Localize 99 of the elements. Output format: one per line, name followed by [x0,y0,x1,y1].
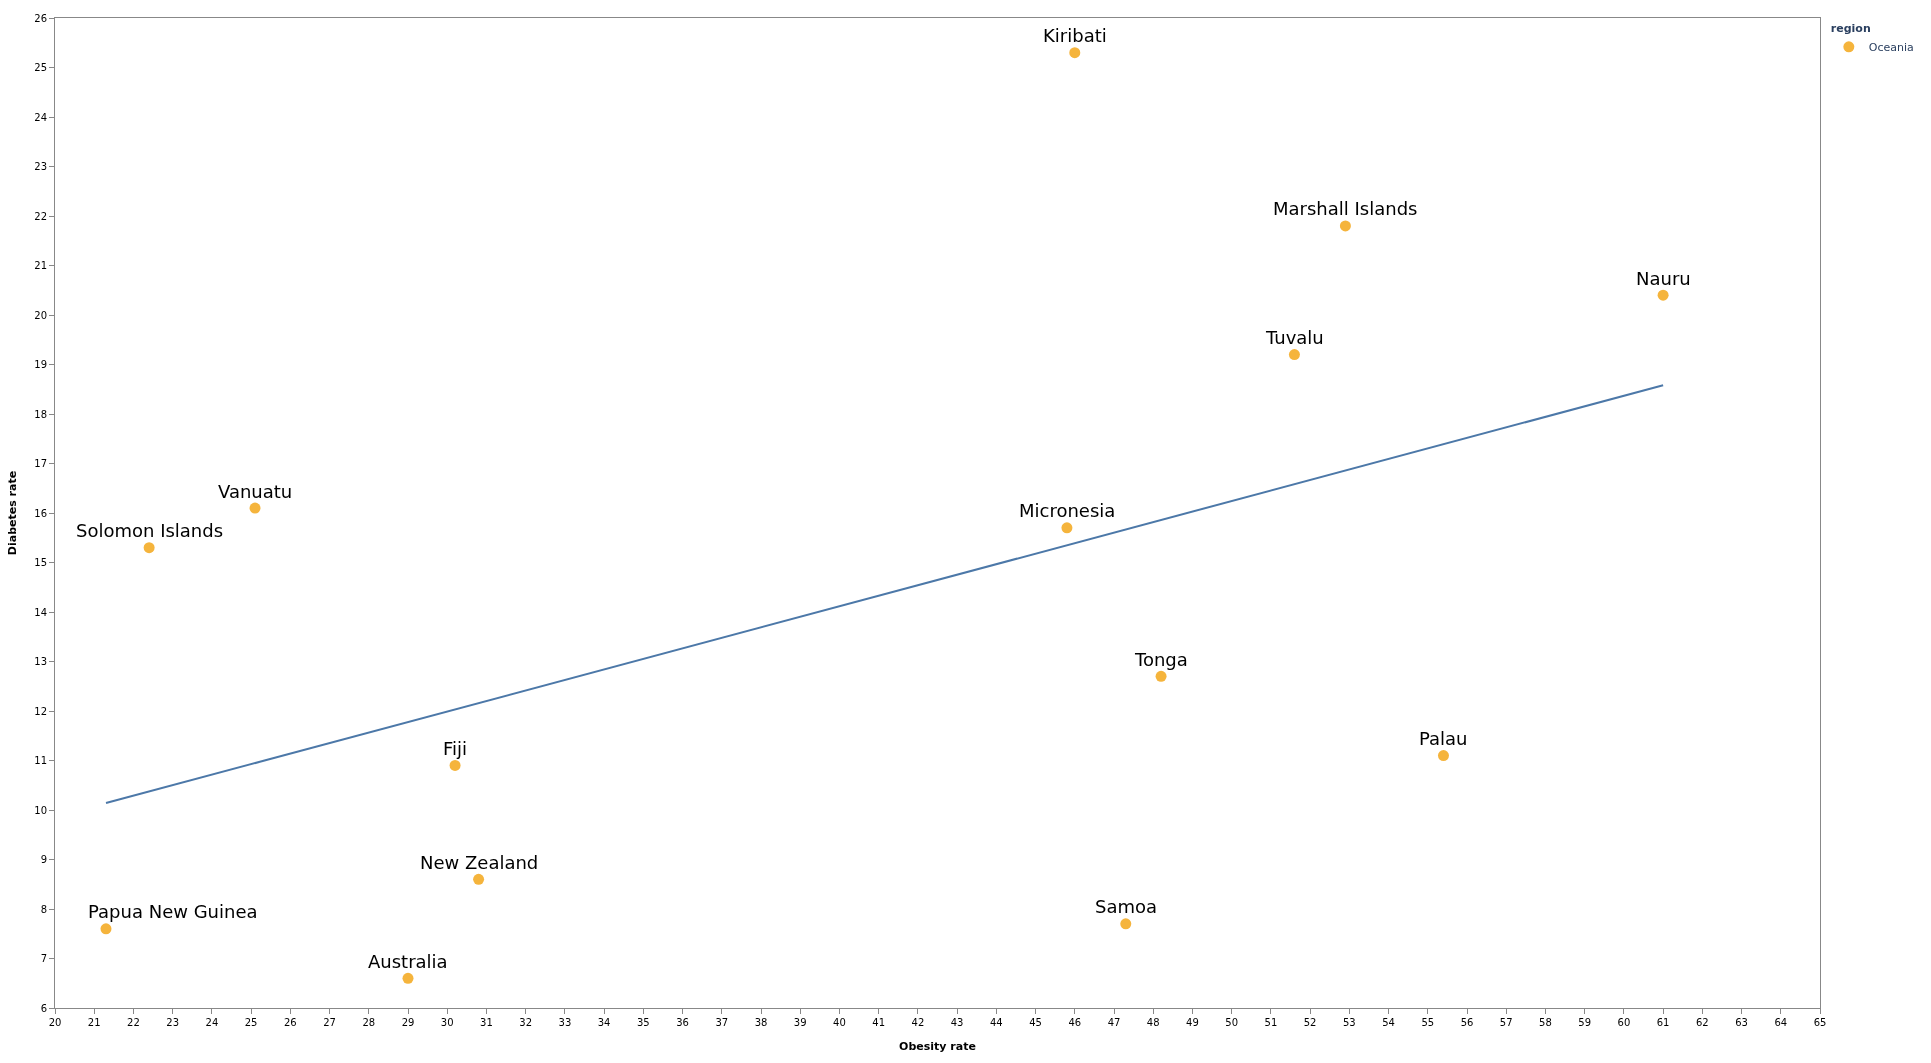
x-tick-label: 64 [1774,1017,1788,1028]
y-tick-label: 17 [34,458,47,469]
x-tick-label: 46 [1068,1017,1082,1028]
point [1069,47,1081,59]
x-tick-label: 28 [362,1017,376,1028]
annotation: Papua New Guinea [88,901,258,922]
y-tick-label: 6 [40,1002,47,1014]
x-tick-label: 45 [1029,1017,1042,1028]
annotation: Solomon Islands [76,520,224,541]
point [1339,220,1351,232]
y-tick-label: 12 [34,705,47,717]
y-tick-label: 19 [34,359,47,370]
x-tick-label: 57 [1499,1017,1513,1028]
point [1155,670,1167,682]
x-tick-label: 55 [1421,1017,1435,1028]
annotation: Nauru [1636,268,1691,289]
y-tick-label: 21 [34,260,47,271]
x-tick-label: 24 [205,1017,219,1028]
x-tick-label: 65 [1813,1017,1827,1028]
point [402,972,414,984]
point [449,759,461,771]
x-tick-label: 52 [1303,1017,1317,1028]
y-tick-label: 15 [34,557,47,568]
y-tick-label: 14 [34,606,47,618]
x-tick-label: 43 [950,1017,964,1028]
y-tick-label: 24 [34,111,47,123]
x-tick-label: 63 [1735,1017,1748,1028]
y-tick-label: 23 [34,161,47,172]
x-tick-label: 41 [872,1017,886,1028]
annotation: Marshall Islands [1273,198,1418,219]
x-tick-label: 58 [1539,1017,1552,1028]
point [1437,750,1449,762]
x-tick-label: 21 [87,1017,101,1028]
point [100,923,112,935]
x-axis-title: Obesity rate [899,1040,976,1054]
annotation: New Zealand [420,852,539,873]
x-tick-label: 27 [323,1017,336,1028]
x-tick-label: 62 [1695,1017,1709,1028]
x-tick-label: 38 [754,1017,768,1028]
y-tick-label: 22 [34,210,47,222]
y-axis-title: Diabetes rate [5,470,19,556]
point [249,502,261,514]
x-tick-label: 49 [1186,1017,1199,1028]
x-tick-label: 36 [676,1017,689,1028]
y-tick-label: 25 [34,62,47,73]
annotation: Tuvalu [1265,327,1324,348]
x-tick-label: 61 [1656,1017,1670,1028]
x-tick-label: 26 [283,1017,297,1028]
x-tick-label: 59 [1578,1017,1592,1028]
annotation: Palau [1419,728,1468,749]
x-tick-label: 37 [715,1017,729,1028]
annotation: Australia [368,951,448,972]
point [143,542,155,554]
point [1288,349,1300,361]
y-tick-label: 18 [34,408,47,420]
y-tick-label: 16 [34,507,47,519]
y-tick-label: 11 [34,755,47,766]
y-tick-label: 20 [34,309,47,321]
point [1120,918,1132,930]
x-tick-label: 44 [989,1017,1003,1028]
point [1657,289,1669,301]
x-tick-label: 20 [48,1017,62,1028]
legend-label: Oceania [1868,41,1914,55]
y-tick-label: 7 [40,953,47,964]
x-tick-label: 39 [793,1017,807,1028]
legend-title: region [1830,22,1871,36]
x-tick-label: 60 [1617,1017,1631,1028]
x-tick-label: 48 [1146,1017,1160,1028]
annotation: Kiribati [1043,25,1107,46]
x-tick-label: 51 [1264,1017,1278,1028]
point [473,873,485,885]
x-tick-label: 33 [558,1017,572,1028]
x-tick-label: 40 [833,1017,846,1028]
annotation: Fiji [443,738,468,759]
x-tick-label: 53 [1342,1017,1356,1028]
x-tick-label: 35 [636,1017,650,1028]
point [1061,522,1073,534]
annotation: Tonga [1134,649,1188,670]
x-tick-label: 47 [1107,1017,1121,1028]
x-tick-label: 22 [127,1017,140,1028]
y-tick-label: 9 [40,854,47,865]
x-tick-label: 50 [1225,1017,1239,1028]
x-tick-label: 29 [401,1017,415,1028]
annotation: Samoa [1095,896,1158,917]
x-tick-label: 54 [1382,1017,1395,1028]
annotation: Vanuatu [218,481,293,502]
annotation: Micronesia [1019,500,1116,521]
y-tick-label: 10 [34,804,47,816]
y-tick-label: 26 [34,12,47,24]
y-tick-label: 13 [34,656,47,667]
y-tick-label: 8 [40,903,47,915]
x-tick-label: 23 [166,1017,180,1028]
x-tick-label: 34 [597,1017,611,1028]
x-tick-label: 25 [244,1017,258,1028]
x-tick-label: 56 [1460,1017,1474,1028]
x-tick-label: 42 [911,1017,925,1028]
x-tick-label: 31 [480,1017,493,1028]
x-tick-label: 30 [440,1017,454,1028]
x-tick-label: 32 [519,1017,533,1028]
